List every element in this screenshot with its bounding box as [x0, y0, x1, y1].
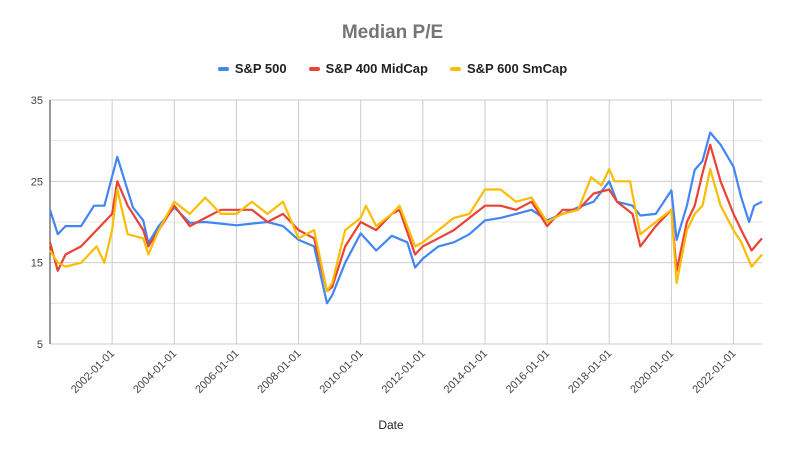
legend-label: S&P 600 SmCap [466, 61, 568, 76]
legend-swatch [308, 66, 320, 71]
series-line-0 [48, 131, 763, 305]
legend-item-sp400[interactable]: S&P 400 MidCap [308, 61, 428, 76]
x-tick-label: 2022-01-01 [690, 348, 738, 396]
x-tick-label: 2014-01-01 [442, 348, 490, 396]
x-tick-label: 2010-01-01 [318, 348, 366, 396]
legend-swatch [449, 66, 461, 71]
x-tick-label: 2004-01-01 [131, 348, 179, 396]
x-tick-label: 2008-01-01 [255, 348, 303, 396]
legend-swatch [217, 66, 229, 71]
legend-label: S&P 400 MidCap [325, 61, 428, 76]
x-tick-label: 2006-01-01 [193, 348, 241, 396]
legend-item-sp500[interactable]: S&P 500 [217, 61, 287, 76]
legend-item-sp600[interactable]: S&P 600 SmCap [449, 61, 568, 76]
x-tick-label: 2012-01-01 [380, 348, 428, 396]
x-tick-label: 2020-01-01 [628, 348, 676, 396]
y-tick-label: 35 [31, 95, 43, 107]
legend-label: S&P 500 [234, 61, 287, 76]
series-line-1 [48, 143, 763, 293]
x-axis-label: Date [378, 418, 404, 432]
y-tick-label: 25 [31, 176, 43, 188]
x-tick-label: 2002-01-01 [69, 348, 117, 396]
chart-title: Median P/E [341, 22, 444, 43]
legend: S&P 500 S&P 400 MidCap S&P 600 SmCap [0, 61, 785, 76]
x-tick-label: 2018-01-01 [566, 348, 614, 396]
y-tick-label: 15 [31, 258, 43, 270]
y-tick-label: 5 [37, 339, 43, 351]
series-line-2 [49, 168, 763, 293]
x-tick-label: 2016-01-01 [504, 348, 552, 396]
